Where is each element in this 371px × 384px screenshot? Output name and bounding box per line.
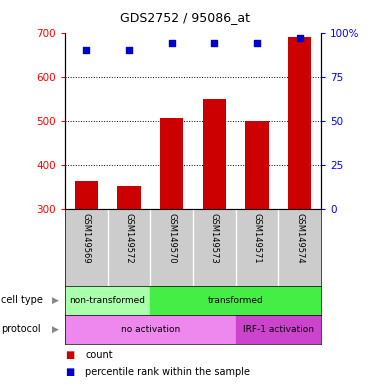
Bar [203, 99, 226, 209]
Point [126, 47, 132, 53]
Text: GSM149570: GSM149570 [167, 213, 176, 264]
Text: ▶: ▶ [52, 325, 59, 334]
Text: GSM149569: GSM149569 [82, 213, 91, 264]
Text: non-transformed: non-transformed [70, 296, 145, 305]
Text: ■: ■ [65, 350, 74, 360]
Bar [117, 186, 141, 209]
Text: ▶: ▶ [52, 296, 59, 305]
Bar [160, 118, 183, 209]
Bar [65, 315, 236, 344]
Point [211, 40, 217, 46]
Point [168, 40, 174, 46]
Text: ■: ■ [65, 367, 74, 377]
Text: protocol: protocol [1, 324, 40, 334]
Bar [245, 121, 269, 209]
Text: IRF-1 activation: IRF-1 activation [243, 325, 314, 334]
Text: transformed: transformed [208, 296, 263, 305]
Text: GSM149573: GSM149573 [210, 213, 219, 264]
Bar [150, 286, 321, 315]
Point [83, 47, 89, 53]
Text: count: count [85, 350, 113, 360]
Point [254, 40, 260, 46]
Text: GDS2752 / 95086_at: GDS2752 / 95086_at [121, 12, 250, 25]
Text: GSM149571: GSM149571 [252, 213, 262, 264]
Bar [75, 180, 98, 209]
Bar [236, 315, 321, 344]
Bar [65, 286, 150, 315]
Point [297, 35, 303, 41]
Text: no activation: no activation [121, 325, 180, 334]
Text: cell type: cell type [1, 295, 43, 306]
Text: GSM149572: GSM149572 [124, 213, 134, 264]
Bar [288, 37, 311, 209]
Text: GSM149574: GSM149574 [295, 213, 304, 264]
Text: percentile rank within the sample: percentile rank within the sample [85, 367, 250, 377]
